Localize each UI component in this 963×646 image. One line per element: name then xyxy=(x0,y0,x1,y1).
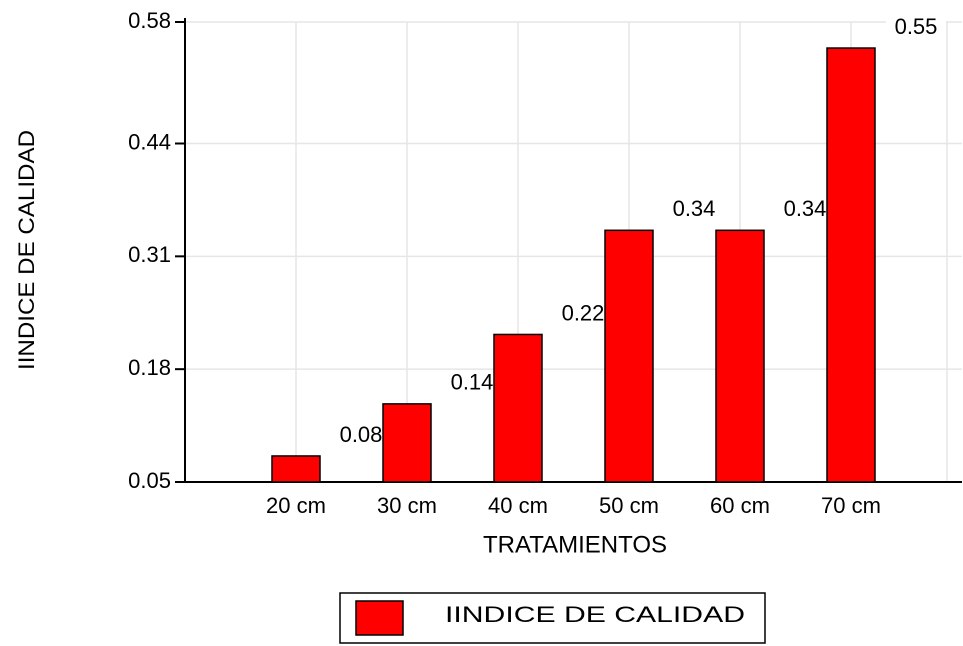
bar xyxy=(382,403,432,483)
bar xyxy=(604,229,654,483)
bar xyxy=(826,47,876,483)
legend-swatch xyxy=(355,600,404,636)
bar xyxy=(493,333,543,483)
x-tick-label: 60 cm xyxy=(710,493,770,518)
x-tick-label: 40 cm xyxy=(488,493,548,518)
legend-box xyxy=(339,592,766,644)
data-label-bg xyxy=(553,301,613,328)
data-label-bg xyxy=(886,15,946,42)
x-tick-label: 70 cm xyxy=(821,493,881,518)
legend-label: IINDICE DE CALIDAD xyxy=(445,602,745,627)
data-label: 0.08 xyxy=(340,422,383,447)
y-tick-label: 0.05 xyxy=(128,468,171,493)
x-tick-label: 30 cm xyxy=(377,493,437,518)
x-axis-title: TRATAMIENTOS xyxy=(483,531,667,558)
data-label: 0.22 xyxy=(562,300,605,325)
data-label-bg xyxy=(775,197,835,224)
y-tick-label: 0.58 xyxy=(128,8,171,33)
x-tick-label: 20 cm xyxy=(266,493,326,518)
bar xyxy=(715,229,765,483)
x-tick-label: 50 cm xyxy=(599,493,659,518)
data-label-bg xyxy=(331,422,391,449)
data-label: 0.34 xyxy=(673,196,716,221)
data-label-bg xyxy=(664,197,724,224)
data-label: 0.34 xyxy=(784,196,827,221)
y-tick-label: 0.44 xyxy=(128,129,171,154)
y-axis-title: IINDICE DE CALIDAD xyxy=(14,130,39,370)
y-tick-label: 0.18 xyxy=(128,355,171,380)
data-label: 0.55 xyxy=(895,14,938,39)
y-tick-label: 0.31 xyxy=(128,242,171,267)
data-label: 0.14 xyxy=(451,370,494,395)
bar xyxy=(271,455,321,483)
data-label-bg xyxy=(442,370,502,397)
